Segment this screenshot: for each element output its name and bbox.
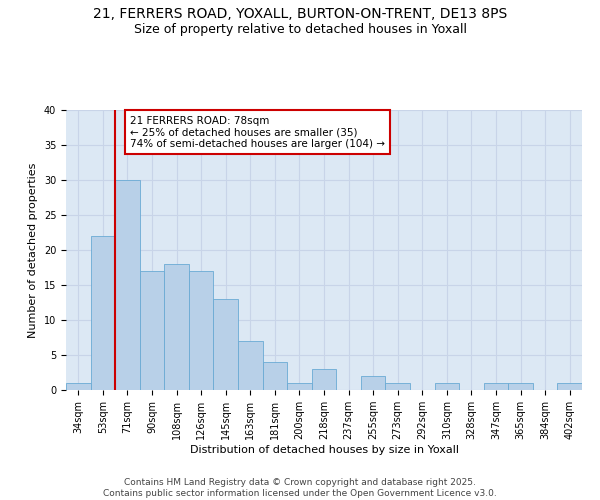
Bar: [361, 376, 385, 390]
Bar: [312, 369, 336, 390]
Bar: [557, 383, 582, 390]
Bar: [66, 383, 91, 390]
Bar: [287, 383, 312, 390]
X-axis label: Distribution of detached houses by size in Yoxall: Distribution of detached houses by size …: [190, 445, 458, 455]
Text: 21 FERRERS ROAD: 78sqm
← 25% of detached houses are smaller (35)
74% of semi-det: 21 FERRERS ROAD: 78sqm ← 25% of detached…: [130, 116, 385, 149]
Bar: [238, 341, 263, 390]
Text: 21, FERRERS ROAD, YOXALL, BURTON-ON-TRENT, DE13 8PS: 21, FERRERS ROAD, YOXALL, BURTON-ON-TREN…: [93, 8, 507, 22]
Bar: [214, 299, 238, 390]
Y-axis label: Number of detached properties: Number of detached properties: [28, 162, 38, 338]
Bar: [115, 180, 140, 390]
Text: Contains HM Land Registry data © Crown copyright and database right 2025.
Contai: Contains HM Land Registry data © Crown c…: [103, 478, 497, 498]
Bar: [385, 383, 410, 390]
Bar: [164, 264, 189, 390]
Bar: [263, 362, 287, 390]
Bar: [91, 236, 115, 390]
Text: Size of property relative to detached houses in Yoxall: Size of property relative to detached ho…: [133, 22, 467, 36]
Bar: [484, 383, 508, 390]
Bar: [140, 271, 164, 390]
Bar: [434, 383, 459, 390]
Bar: [508, 383, 533, 390]
Bar: [189, 271, 214, 390]
